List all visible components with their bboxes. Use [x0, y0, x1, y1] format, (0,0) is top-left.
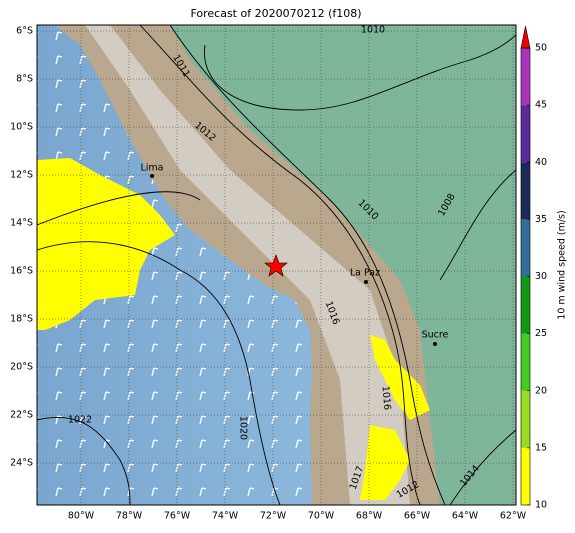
lat-label: 22°S [10, 410, 33, 421]
lon-label: 74°W [212, 511, 239, 522]
lat-label: 14°S [10, 218, 33, 229]
colorbar-tick-label: 15 [535, 442, 547, 453]
places: Lima La Paz Sucre [140, 163, 449, 346]
city-dot [364, 280, 368, 284]
city-label: Sucre [422, 330, 449, 341]
colorbar-segment [521, 48, 530, 106]
lat-label: 8°S [16, 74, 33, 85]
lat-label: 12°S [10, 170, 33, 181]
lon-label: 78°W [116, 511, 143, 522]
contour-label: 1016 [379, 385, 392, 410]
lon-label: 70°W [308, 511, 335, 522]
isobars [37, 25, 516, 505]
lon-label: 68°W [356, 511, 383, 522]
star-marker [264, 254, 288, 277]
contour-label: 1020 [238, 416, 249, 440]
city-dot [433, 342, 437, 346]
colorbar-tick-label: 45 [535, 100, 547, 111]
colorbar-tick-label: 25 [535, 328, 547, 339]
colorbar-segment [521, 390, 530, 448]
colorbar-tick-label: 50 [535, 43, 547, 54]
lat-label: 16°S [10, 266, 33, 277]
contour-label: 1022 [68, 415, 92, 426]
wind-fill [37, 158, 175, 330]
lat-label: 24°S [10, 458, 33, 469]
colorbar-label: 10 m wind speed (m/s) [557, 210, 568, 319]
colorbar-segment [521, 105, 530, 163]
map-frame [36, 24, 517, 506]
high-terrain [85, 25, 410, 505]
lat-label: 10°S [10, 122, 33, 133]
lon-label: 72°W [260, 511, 287, 522]
colorbar-extend [520, 25, 531, 49]
colorbar-segment [521, 333, 530, 391]
colorbar-segment [521, 447, 530, 505]
lon-label: 80°W [68, 511, 95, 522]
colorbar-segment [521, 276, 530, 334]
city-label: Lima [140, 163, 163, 174]
lon-label: 66°W [404, 511, 431, 522]
lat-label: 20°S [10, 362, 33, 373]
lon-label: 64°W [452, 511, 479, 522]
lat-label: 6°S [16, 26, 33, 37]
map-area: 1010 1011 1012 1010 1008 1016 1016 1022 … [37, 25, 516, 505]
colorbar-tick-label: 30 [535, 271, 547, 282]
colorbar-segment [521, 162, 530, 220]
lat-label: 18°S [10, 314, 33, 325]
colorbar: 10 15 20 25 30 35 40 45 50 [520, 25, 547, 511]
colorbar-tick-label: 40 [535, 157, 547, 168]
wind-fill [360, 335, 430, 500]
lon-label: 62°W [500, 511, 527, 522]
colorbar-tick-label: 10 [535, 500, 547, 511]
contour-label: 1010 [361, 25, 385, 36]
axis-labels: 6°S 8°S 10°S 12°S 14°S 16°S 18°S 20°S 22°S 24°S 80… [10, 26, 527, 522]
colorbar-tick-label: 35 [535, 214, 547, 225]
colorbar-segment [521, 219, 530, 277]
colorbar-tick-label: 20 [535, 385, 547, 396]
city-label: La Paz [350, 268, 380, 279]
city-dot [150, 174, 154, 178]
lon-label: 76°W [164, 511, 191, 522]
map-title: Forecast of 2020070212 (f108) [190, 7, 361, 20]
